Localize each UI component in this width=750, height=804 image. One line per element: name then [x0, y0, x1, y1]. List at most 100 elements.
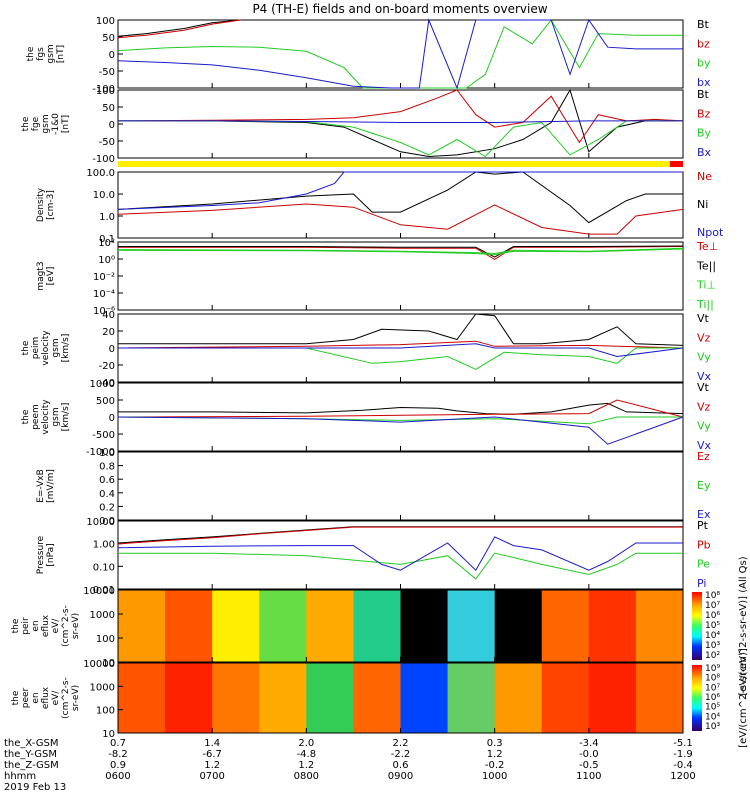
y-tick-label: 0.01	[93, 585, 115, 596]
x-axis-value: 1.2	[487, 749, 503, 760]
panel-fge: 100 50 0 -50 -100 the fge gsm -1&0 [nT] Bt Bz By Bx	[21, 86, 712, 165]
colorbar-label: [eV/(cm^2-s-sr-eV)] (All Qs)	[738, 556, 749, 695]
x-axis-row-label: the_X-GSM	[4, 738, 58, 749]
colorbar-tick-label: 10³	[705, 641, 720, 651]
heatmap-cell	[306, 663, 354, 733]
heatmap-cell	[400, 663, 449, 733]
colorbar-tick-label: 10⁸	[705, 591, 720, 601]
series-line-by	[117, 19, 683, 89]
y-tick-label: 10⁻⁶	[93, 306, 115, 317]
x-axis-value: -0.4	[673, 760, 693, 771]
y-axis-label-line: gsm	[41, 114, 51, 133]
x-axis-labels: the_X-GSM 0.7 1.4 2.0 2.2 0.3 -3.4 -5.1 the_Y-GS…	[4, 738, 696, 793]
heatmap-cell	[635, 590, 684, 662]
heatmap-cell	[259, 590, 307, 662]
colorbar-tick-label: 10⁴	[705, 631, 720, 641]
x-axis-value: -4.8	[297, 749, 317, 760]
y-tick-label: -100	[92, 84, 115, 95]
panel-peem_velocity: 1000 500 0 -500 -1000 the peem velocity gsm [km/s…	[21, 379, 712, 458]
heatmap-cell	[259, 663, 307, 733]
y-tick-label: 100	[96, 16, 115, 27]
y-axis-label-line: peem	[31, 404, 41, 430]
y-tick-label: 0.4	[99, 489, 115, 500]
series-line-Te⊥	[118, 246, 684, 260]
series-line-Ti||	[117, 248, 684, 256]
y-axis-label-line: sr-eV)	[71, 685, 81, 711]
panel-frame	[117, 89, 684, 159]
heatmap-cell	[212, 590, 260, 662]
y-axis-label-line: [km/s]	[61, 403, 71, 432]
y-tick-label: 10²	[98, 238, 115, 249]
y-axis-label-line: eV/	[51, 618, 61, 634]
y-axis-label-line: [mV/m]	[46, 469, 56, 503]
y-tick-label: 0	[109, 413, 115, 424]
legend-entry: by	[697, 57, 711, 70]
series-line-Pt	[117, 526, 683, 544]
y-tick-label: -500	[92, 430, 115, 441]
panel-peim_velocity: 40 20 0 -20 -40 the peim velocity gsm [km/s] Vt Vz V…	[21, 310, 712, 389]
panel-temperature: 10² 10⁰ 10⁻² 10⁻⁴ 10⁻⁶ magt3 [eV] Te⊥ Te|| Ti⊥ Ti|…	[36, 238, 718, 317]
colorbar	[692, 592, 702, 660]
y-axis-label-line: peer	[21, 687, 31, 708]
legend-entry: Vy	[697, 420, 711, 433]
heatmap-cell	[447, 590, 496, 662]
y-axis-label-line: [nPa]	[46, 543, 56, 566]
x-axis-row-label: hhmm	[4, 771, 36, 782]
legend-entry: Te||	[696, 259, 716, 272]
y-axis-label: Density [cm-3]	[36, 187, 56, 222]
panel-fgs: 100 50 0 -50 -100 the fgs gsm [nT] Bt bz by bx	[26, 16, 711, 95]
y-axis-label-line: Pressure	[36, 535, 46, 574]
y-axis-label: the peim velocity gsm [km/s]	[21, 330, 71, 366]
series-line-Bx	[118, 120, 683, 123]
y-axis-label-line: (cm^2-s-	[61, 677, 71, 719]
y-axis-label-line: velocity	[41, 330, 51, 366]
y-tick-label: 0	[109, 344, 115, 355]
panel-frame	[117, 451, 684, 521]
series-line-Vx	[118, 343, 684, 358]
y-axis-label-line: (cm^2-s-	[61, 605, 71, 647]
y-axis-label-line: gsm	[51, 407, 61, 426]
legend-entry: Pb	[697, 538, 711, 551]
status-bar-yellow	[118, 161, 683, 167]
x-axis-value: -0.5	[579, 760, 599, 771]
legend-entry: Vt	[697, 312, 710, 325]
y-axis-label-line: the	[11, 618, 21, 633]
x-axis-value: 1.2	[298, 760, 314, 771]
series-line-Npot	[117, 171, 683, 210]
y-tick-label: 100.0	[86, 168, 115, 179]
heatmap-cell	[447, 663, 496, 733]
y-axis-label-line: gsm	[51, 338, 61, 357]
series-line-By	[118, 120, 683, 158]
x-axis-value: 0600	[105, 771, 130, 782]
y-axis-label-line: [km/s]	[61, 334, 71, 363]
y-tick-label: 100	[96, 706, 115, 717]
y-tick-label: 0.6	[99, 475, 115, 486]
y-tick-label: -40	[99, 378, 115, 389]
panel-frame	[117, 520, 684, 590]
legend-entry: Ex	[697, 508, 711, 521]
y-axis-label: E=-VxB [mV/m]	[36, 469, 56, 503]
x-axis-row-label: the_Z-GSM	[4, 760, 59, 771]
x-axis-value: 1.2	[204, 760, 220, 771]
heatmap-cell	[494, 590, 543, 662]
heatmap-cell	[118, 590, 166, 662]
y-axis-label-line: en	[31, 692, 41, 703]
y-axis-label-line: the	[21, 340, 31, 355]
x-axis-value: -2.2	[391, 749, 411, 760]
series-line-Vx	[117, 416, 684, 445]
y-axis-label: the fge gsm -1&0 [nT]	[21, 113, 71, 135]
colorbar-label: [eV/(cm^2-s-sr-eV)]	[738, 648, 749, 748]
y-axis-label-line: the	[21, 116, 31, 131]
y-tick-label: -50	[99, 137, 115, 148]
colorbar	[692, 665, 702, 731]
legend-entry: Ti||	[696, 298, 714, 311]
y-axis-label-line: velocity	[41, 399, 51, 435]
x-axis-date: 2019 Feb 13	[4, 782, 66, 793]
y-tick-label: 50	[102, 33, 115, 44]
y-tick-label: 20	[102, 327, 115, 338]
colorbar-tick-label: 10⁶	[705, 693, 720, 703]
x-axis-value: 1.4	[204, 738, 220, 749]
